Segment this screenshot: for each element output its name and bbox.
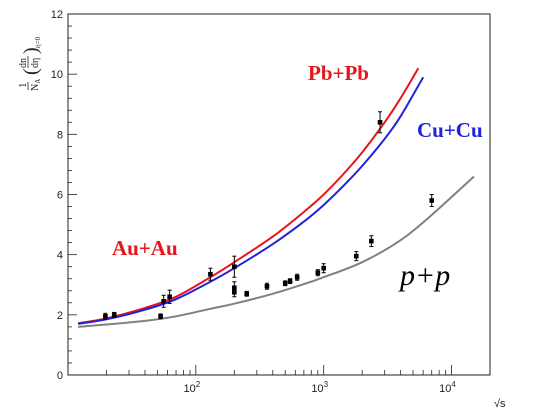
y-axis-title: 1 NA ( dn dη ) η=0: [17, 36, 42, 91]
data-point: [429, 198, 435, 203]
data-point: [294, 274, 300, 280]
y-tick-label: 4: [57, 250, 63, 262]
svg-text:1: 1: [17, 83, 29, 89]
series-curve-3: [78, 175, 475, 328]
data-point: [315, 270, 321, 276]
y-tick-label: 6: [57, 190, 63, 202]
label-pp: p+p: [398, 259, 450, 292]
label-pbpb: Pb+Pb: [308, 61, 369, 85]
y-tick-label: 0: [57, 370, 63, 382]
x-tick-label: 102: [183, 380, 200, 395]
data-point: [208, 271, 213, 277]
y-tick-label: 8: [57, 129, 63, 141]
series-curve-1: [77, 76, 425, 325]
data-point: [161, 298, 166, 304]
data-point: [232, 264, 237, 269]
data-point: [377, 120, 383, 125]
data-point: [321, 265, 326, 271]
data-points: [103, 111, 435, 320]
x-axis-title: √s: [494, 398, 506, 410]
y-tick-label: 12: [51, 9, 63, 21]
data-point: [287, 278, 293, 284]
svg-text:(: (: [20, 68, 42, 75]
data-point: [167, 294, 172, 300]
x-tick-label: 103: [311, 380, 328, 395]
y-tick-label: 10: [51, 69, 63, 81]
label-auau: Au+Au: [112, 236, 178, 260]
data-point: [111, 312, 117, 318]
data-point: [282, 280, 288, 286]
data-point: [369, 238, 374, 244]
data-point: [232, 289, 237, 295]
svg-text:η=0: η=0: [34, 36, 42, 48]
plot-border: [67, 13, 491, 376]
svg-text:NA: NA: [30, 79, 42, 91]
data-point: [264, 283, 270, 289]
data-point: [244, 291, 250, 297]
data-point: [354, 253, 359, 259]
curves: [77, 67, 475, 328]
y-tick-label: 2: [57, 310, 63, 322]
plot-frame: [67, 13, 491, 376]
svg-text:dη: dη: [30, 58, 41, 68]
data-point: [158, 314, 163, 319]
axis-ticks: 0 2 4 6 8 10 12 102 103 104: [51, 9, 491, 395]
label-cucu: Cu+Cu: [417, 118, 483, 142]
x-tick-label: 104: [439, 380, 456, 395]
svg-text:dn: dn: [18, 58, 29, 68]
svg-text:): ): [20, 47, 42, 54]
series-curve-0: [77, 67, 420, 325]
data-point: [103, 314, 108, 319]
